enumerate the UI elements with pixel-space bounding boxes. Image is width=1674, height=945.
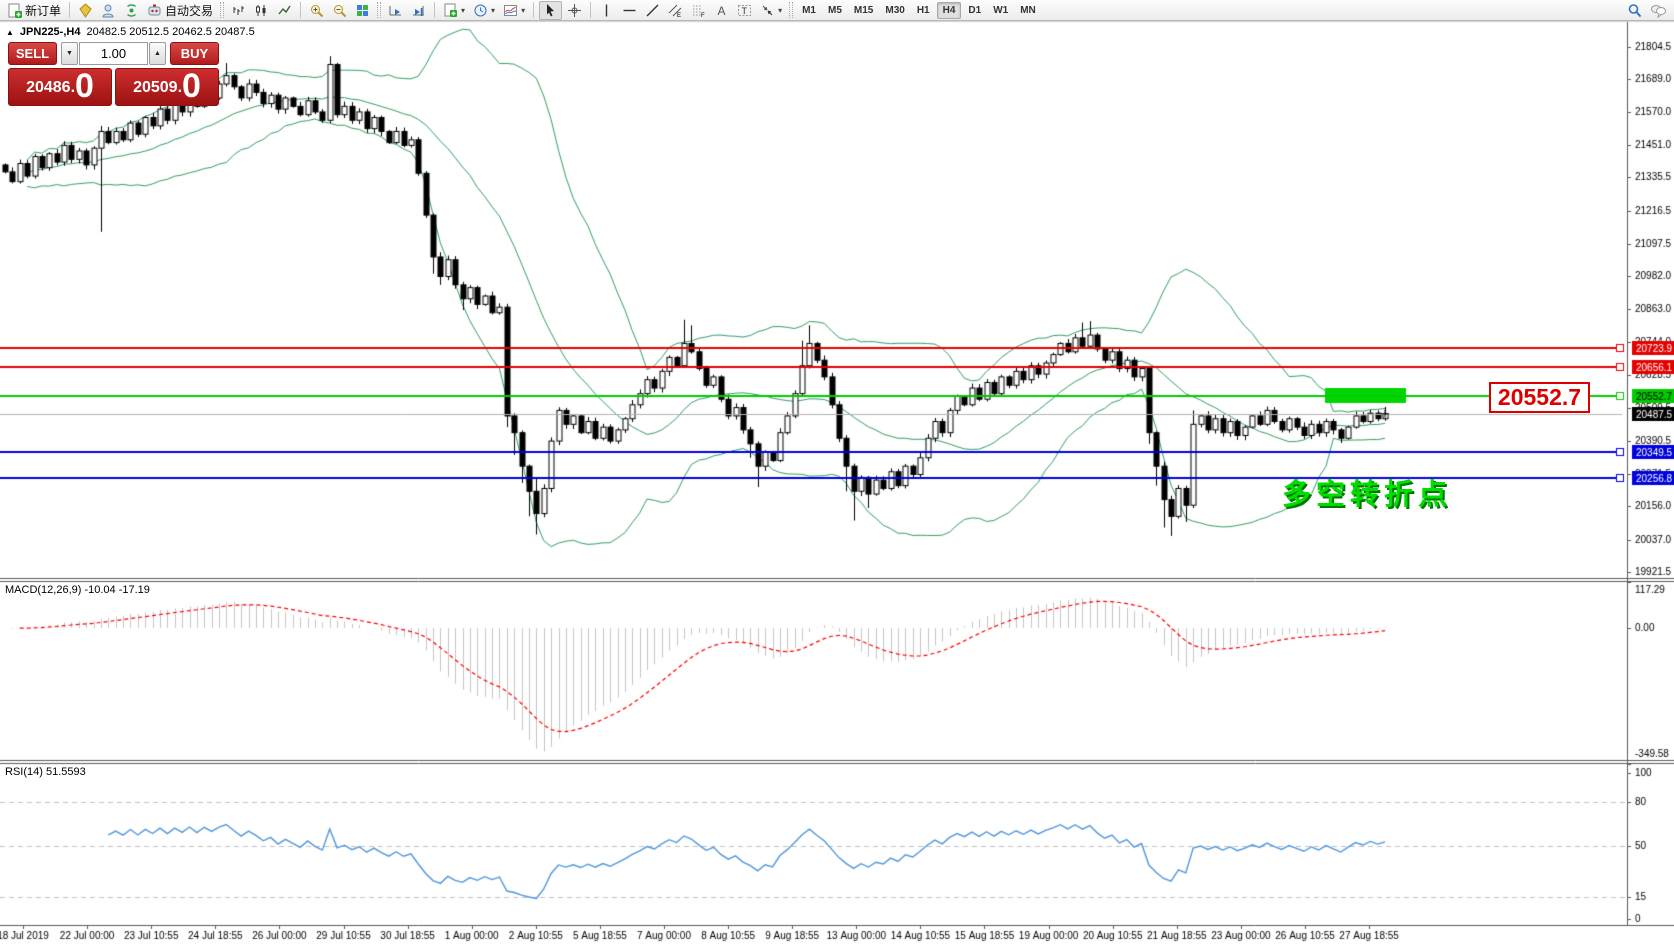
zoom-out-icon [334, 4, 347, 17]
channel-icon: E [668, 4, 682, 18]
trendline-button[interactable] [642, 1, 663, 20]
text-button[interactable]: A [711, 1, 732, 20]
line-chart-icon [278, 5, 291, 14]
buy-button[interactable]: BUY [170, 42, 219, 65]
sell-button[interactable]: SELL [8, 42, 57, 65]
bar-chart-button[interactable] [228, 1, 249, 20]
horizontal-line-icon [623, 9, 636, 11]
chat-button[interactable] [1647, 1, 1670, 20]
auto-trading-icon [148, 4, 161, 15]
metaeditor-button[interactable] [75, 1, 96, 20]
fibonacci-button[interactable]: F [688, 1, 709, 20]
periods-button[interactable]: ▾ [470, 1, 498, 20]
auto-trading-label: 自动交易 [165, 3, 214, 18]
tf-w1[interactable]: W1 [993, 4, 1009, 16]
signal-button[interactable] [121, 1, 142, 20]
svg-text:A: A [718, 4, 726, 18]
fibonacci-icon: F [693, 5, 705, 18]
trendline-icon [646, 4, 659, 16]
bar-chart-icon [233, 5, 245, 15]
crosshair-icon [568, 3, 582, 17]
shapes-arrows-icon [762, 5, 773, 15]
periods-clock-icon [474, 4, 487, 16]
tf-m1[interactable]: M1 [802, 4, 816, 16]
metaeditor-icon [79, 2, 92, 18]
tf-d1[interactable]: D1 [968, 4, 982, 16]
crosshair-button[interactable] [564, 1, 585, 20]
chat-icon [1651, 4, 1666, 18]
tf-m30[interactable]: M30 [885, 4, 905, 16]
vertical-line-button[interactable] [596, 1, 617, 20]
tile-windows-button[interactable] [352, 1, 373, 20]
zoom-out-button[interactable] [329, 1, 350, 20]
volume-input[interactable]: 1.00 [79, 42, 148, 65]
zoom-in-icon [311, 4, 324, 17]
chart-title: ▲ JPN225-,H4 20482.5 20512.5 20462.5 204… [6, 26, 255, 38]
cursor-icon [547, 3, 555, 16]
turning-point-annotation[interactable]: 多空转折点 [1282, 479, 1453, 511]
profile-icon [102, 4, 114, 17]
chevron-down-icon: ▾ [521, 5, 526, 15]
main-toolbar: 新订单 自动交易 ▾ ▾ [0, 0, 1674, 21]
template-icon [504, 4, 518, 16]
tf-h1[interactable]: H1 [916, 4, 930, 16]
zoom-in-button[interactable] [306, 1, 327, 20]
profile-button[interactable] [98, 1, 119, 20]
symbol-name: JPN225-,H4 [19, 26, 81, 38]
svg-text:T: T [742, 6, 748, 16]
text-label-button[interactable]: T [734, 1, 755, 20]
tf-m15[interactable]: M15 [853, 4, 874, 16]
tile-windows-icon [357, 4, 369, 16]
horizontal-line-button[interactable] [619, 1, 640, 20]
tf-h4[interactable]: H4 [936, 1, 962, 19]
line-chart-button[interactable] [274, 1, 295, 20]
buy-price-pips: 0 [182, 67, 201, 105]
sell-price-button[interactable]: 20486. 0 [8, 68, 112, 106]
autoscroll-icon [389, 5, 402, 15]
rsi-indicator-label: RSI(14) 51.5593 [5, 766, 86, 778]
ohlc-values: 20482.5 20512.5 20462.5 20487.5 [86, 26, 255, 38]
volume-decrease-button[interactable]: ▼ [61, 42, 78, 65]
chart-shift-icon [413, 5, 425, 16]
search-icon [1628, 3, 1642, 17]
sell-price-main: 20486 [26, 79, 71, 96]
new-order-button[interactable]: 新订单 [4, 1, 64, 20]
chevron-down-icon: ▾ [461, 5, 466, 15]
sell-price-pips: 0 [75, 67, 94, 105]
channel-button[interactable]: E [665, 1, 686, 20]
chevron-down-icon: ▾ [778, 5, 783, 15]
svg-text:E: E [677, 13, 681, 18]
tf-mn[interactable]: MN [1020, 4, 1036, 16]
macd-indicator-label: MACD(12,26,9) -10.04 -17.19 [5, 584, 150, 596]
volume-increase-button[interactable]: ▲ [149, 42, 166, 65]
text-label-icon: T [738, 4, 752, 16]
shapes-button[interactable]: ▾ [757, 1, 785, 20]
chevron-down-icon: ▾ [491, 5, 496, 15]
buy-price-button[interactable]: 20509. 0 [115, 68, 219, 106]
collapse-triangle-icon[interactable]: ▲ [6, 27, 14, 37]
chart-shift-button[interactable] [408, 1, 429, 20]
search-button[interactable] [1624, 1, 1645, 20]
new-order-icon [8, 3, 22, 18]
auto-trading-button[interactable]: 自动交易 [144, 1, 216, 20]
new-chart-button[interactable]: ▾ [440, 1, 468, 20]
autoscroll-button[interactable] [385, 1, 406, 20]
vertical-line-icon [605, 4, 608, 16]
price-annotation-box[interactable]: 20552.7 [1489, 382, 1590, 413]
buy-price-main: 20509 [133, 79, 178, 96]
svg-text:F: F [701, 13, 705, 18]
candle-chart-icon [256, 4, 266, 16]
new-chart-icon [444, 3, 458, 17]
tf-m5[interactable]: M5 [828, 4, 842, 16]
cursor-button[interactable] [539, 0, 563, 20]
template-button[interactable]: ▾ [500, 1, 528, 20]
signal-icon [127, 3, 136, 17]
new-order-label: 新订单 [25, 3, 62, 18]
text-icon: A [718, 4, 726, 18]
candle-chart-button[interactable] [251, 1, 272, 20]
one-click-trading-panel: SELL ▼ 1.00 ▲ BUY 20486. 0 20509. 0 [8, 42, 219, 106]
